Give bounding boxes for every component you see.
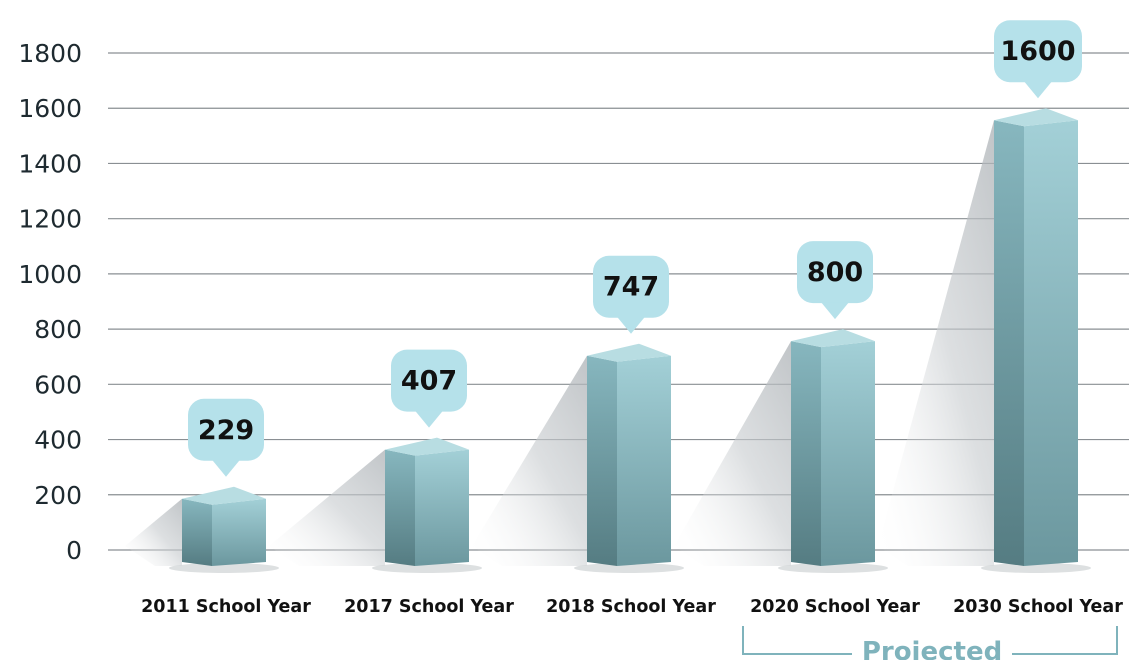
value-callout-pointer xyxy=(617,316,645,334)
value-callout xyxy=(797,241,873,304)
bar-side-face xyxy=(385,449,415,566)
projected-annotation: Projected xyxy=(862,637,1002,660)
bar-shadow xyxy=(674,341,791,566)
x-category-label: 2018 School Year xyxy=(546,597,716,617)
y-tick-label: 800 xyxy=(34,315,82,344)
y-tick-label: 600 xyxy=(34,370,82,399)
bar-top-face xyxy=(791,329,875,348)
bar-top-face xyxy=(385,437,469,456)
x-category-label: 2011 School Year xyxy=(141,597,311,617)
value-callout-pointer xyxy=(821,302,849,320)
value-callout xyxy=(593,255,669,318)
bar-side-face xyxy=(994,120,1024,566)
value-callout-pointer xyxy=(415,410,443,428)
bar-ground-shadow xyxy=(372,563,482,573)
bar-shadow xyxy=(878,120,994,566)
bar xyxy=(415,449,469,566)
x-category-label: 2030 School Year xyxy=(953,597,1123,617)
bar-shadows xyxy=(125,120,1091,573)
y-tick-label: 200 xyxy=(34,481,82,510)
bar-top-face xyxy=(994,108,1078,127)
y-tick-label: 1200 xyxy=(18,205,82,234)
bar xyxy=(617,355,671,566)
bar-top-face xyxy=(587,343,671,362)
value-callout-pointer xyxy=(1024,81,1052,99)
bar xyxy=(212,498,266,566)
data-label: 1600 xyxy=(1000,36,1075,67)
bar-side-face xyxy=(791,341,821,566)
bar-side-face xyxy=(182,498,212,566)
bar-shadow xyxy=(472,355,587,566)
value-callout xyxy=(391,349,467,412)
y-tick-label: 1600 xyxy=(18,94,82,123)
bar-ground-shadow xyxy=(574,563,684,573)
labels: 0 200 400 600 800 1000 1200 1400 1600 1800 229 2011… xyxy=(18,20,1123,660)
value-callout xyxy=(188,398,264,461)
bar xyxy=(821,341,875,566)
y-tick-label: 1400 xyxy=(18,149,82,178)
bar-ground-shadow xyxy=(778,563,888,573)
y-tick-label: 1000 xyxy=(18,260,82,289)
value-callout-pointer xyxy=(212,459,240,477)
bar-ground-shadow xyxy=(169,563,279,573)
y-tick-label: 1800 xyxy=(18,39,82,68)
bar-side-face xyxy=(587,355,617,566)
bar-ground-shadow xyxy=(981,563,1091,573)
bar-shadow xyxy=(269,449,385,566)
projected-bracket-left xyxy=(742,626,852,655)
bar xyxy=(1024,120,1078,566)
data-label: 407 xyxy=(401,366,457,397)
data-label: 747 xyxy=(603,272,659,303)
y-tick-label: 0 xyxy=(66,536,82,565)
projected-bracket-right xyxy=(1012,626,1118,655)
data-label: 800 xyxy=(807,257,863,288)
data-label: 229 xyxy=(198,415,254,446)
x-category-label: 2017 School Year xyxy=(344,597,514,617)
y-tick-label: 400 xyxy=(34,426,82,455)
x-category-label: 2020 School Year xyxy=(750,597,920,617)
bar-shadow xyxy=(125,498,182,566)
value-callout xyxy=(994,20,1082,83)
bars xyxy=(182,108,1078,566)
bar-top-face xyxy=(182,486,266,505)
